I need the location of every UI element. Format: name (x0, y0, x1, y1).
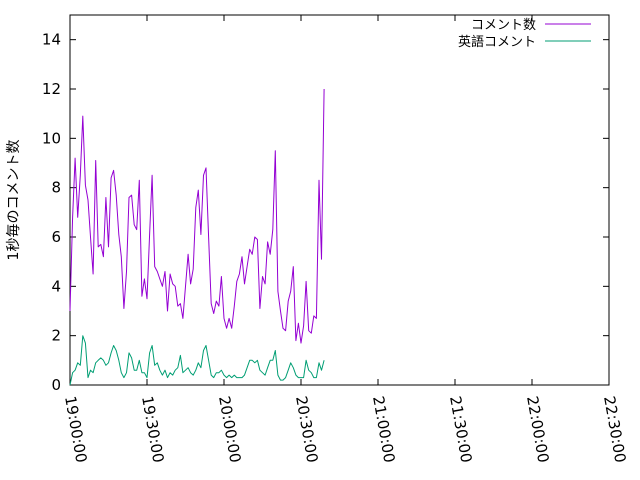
x-tick-label: 20:00:00 (215, 395, 244, 464)
series-line-0 (69, 88, 325, 344)
y-tick-label: 14 (42, 31, 61, 49)
x-tick-label: 22:30:00 (600, 395, 629, 464)
series-layer (69, 88, 325, 386)
legend-label-1: 英語コメント (458, 34, 536, 50)
y-tick-label: 10 (42, 129, 61, 147)
y-tick-label: 0 (51, 376, 61, 394)
y-tick-label: 2 (51, 327, 61, 345)
y-axis-label: 1秒毎のコメント数 (6, 140, 22, 261)
x-tick-label: 19:00:00 (61, 395, 90, 464)
y-tick-label: 6 (51, 228, 61, 246)
x-tick-label: 22:00:00 (523, 395, 552, 464)
plot-border (69, 14, 610, 386)
x-tick-label: 21:30:00 (446, 395, 475, 464)
x-tick-label: 21:00:00 (369, 395, 398, 464)
y-tick-label: 8 (51, 179, 61, 197)
y-tick-label: 4 (51, 277, 61, 295)
y-tick-label: 12 (42, 80, 61, 98)
x-tick-label: 19:30:00 (138, 395, 167, 464)
x-tick-label: 20:30:00 (292, 395, 321, 464)
plot-area: 0 2 4 6 8 10 12 14 19:00:00 19:30:00 20:00:00 20:30… (42, 14, 629, 464)
series-line-1 (69, 335, 325, 386)
legend-label-0: コメント数 (471, 18, 536, 33)
